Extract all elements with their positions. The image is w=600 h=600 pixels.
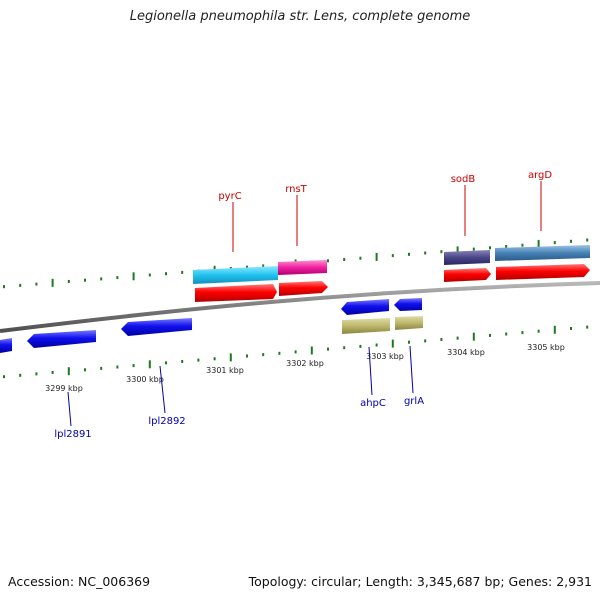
feature-lpl2891-cds[interactable] — [27, 330, 96, 348]
feature-ahpC-gene[interactable] — [342, 318, 390, 334]
gene-label-lpl2891[interactable]: lpl2891 — [54, 429, 91, 440]
gene-label-lpl2892[interactable]: lpl2892 — [148, 416, 185, 427]
feature-argD-gene[interactable] — [495, 245, 590, 261]
scale-label-3305: 3305 kbp — [527, 343, 565, 352]
feature-rnsT-gene[interactable] — [278, 260, 327, 275]
feature-grlA-cds[interactable] — [394, 298, 422, 311]
gene-label-pyrC[interactable]: pyrC — [218, 191, 241, 202]
feature-ahpC-cds[interactable] — [341, 299, 389, 315]
map-title: Legionella pneumophila str. Lens, comple… — [129, 9, 471, 24]
forward-features — [193, 245, 590, 302]
feature-pyrC-gene[interactable] — [193, 266, 278, 284]
gene-label-argD[interactable]: argD — [528, 170, 552, 181]
feature-argD-cds[interactable] — [496, 264, 590, 280]
scale-label-3301: 3301 kbp — [206, 366, 244, 375]
feature-lpl2892-cds[interactable] — [121, 318, 192, 336]
scale-label-3299: 3299 kbp — [45, 384, 83, 393]
gene-label-ahpC[interactable]: ahpC — [360, 398, 386, 409]
genome-summary-text: Topology: circular; Length: 3,345,687 bp… — [248, 574, 592, 589]
feature-rnsT-cds[interactable] — [279, 281, 328, 296]
feature-grlA-gene[interactable] — [395, 316, 423, 330]
reverse-labels: lpl2891 lpl2892 ahpC grlA — [54, 345, 424, 440]
feature-sodB-gene[interactable] — [444, 250, 490, 265]
scale-label-3302: 3302 kbp — [286, 359, 324, 368]
scale-label-3304: 3304 kbp — [447, 348, 485, 357]
feature-pyrC-cds[interactable] — [195, 284, 277, 302]
feature-sodB-cds[interactable] — [444, 268, 491, 282]
gene-label-sodB[interactable]: sodB — [451, 174, 476, 185]
gene-label-grlA[interactable]: grlA — [404, 396, 424, 407]
gene-label-rnsT[interactable]: rnsT — [285, 184, 307, 195]
scale-labels: 3299 kbp 3300 kbp 3301 kbp 3302 kbp 3303… — [45, 343, 565, 393]
reverse-tick-row — [3, 325, 589, 379]
forward-tick-row — [3, 238, 589, 289]
forward-labels: pyrC rnsT sodB argD — [218, 170, 552, 252]
scale-label-3303: 3303 kbp — [366, 352, 404, 361]
genome-backbone — [0, 281, 600, 333]
reverse-features — [0, 298, 423, 353]
scale-label-3300: 3300 kbp — [126, 375, 164, 384]
accession-text: Accession: NC_006369 — [8, 574, 151, 589]
feature-left-edge-cds[interactable] — [0, 338, 12, 353]
